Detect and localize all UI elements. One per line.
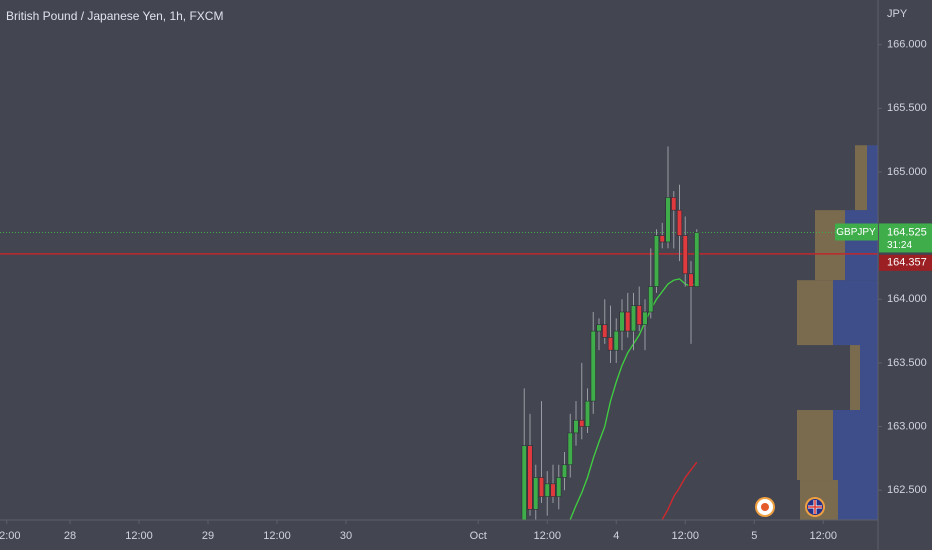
- indicator-line: [661, 461, 698, 520]
- candle-body: [573, 419, 579, 434]
- y-tick-label: 165.500: [887, 102, 927, 114]
- candle-body: [648, 286, 654, 313]
- candle-body: [527, 445, 533, 510]
- x-tick-label: 12:00: [0, 530, 20, 542]
- x-tick-label: 5: [751, 530, 757, 542]
- volume-profile-up: [850, 345, 860, 411]
- x-tick-label: 30: [340, 530, 352, 542]
- volume-profile-down: [838, 480, 878, 520]
- plot-area: [0, 145, 878, 520]
- x-tick-label: 29: [202, 530, 214, 542]
- reference-price-label: 164.357: [887, 257, 927, 269]
- candle-body: [694, 232, 700, 287]
- candle-body: [619, 311, 625, 332]
- candle-body: [579, 419, 585, 427]
- x-tick-label: 12:00: [125, 530, 153, 542]
- y-tick-label: 164.000: [887, 293, 927, 305]
- y-axis-label: JPY: [887, 8, 908, 20]
- candle-body: [533, 477, 539, 510]
- volume-profile-up: [797, 410, 833, 481]
- last-price-badge: [879, 223, 932, 253]
- symbol-badge: [835, 223, 878, 241]
- event-icon[interactable]: [755, 497, 775, 517]
- candle-body: [642, 311, 648, 326]
- x-tick-label: 12:00: [671, 530, 699, 542]
- candle-body: [590, 330, 596, 402]
- volume-profile-down: [867, 145, 878, 211]
- candle-body: [556, 477, 562, 497]
- candle-body: [596, 324, 602, 332]
- y-tick-label: 163.500: [887, 357, 927, 369]
- last-price-label: 164.525: [887, 226, 927, 238]
- candle-body: [625, 311, 631, 332]
- candle-body: [607, 337, 614, 351]
- candle-body: [671, 197, 677, 211]
- chart-title: British Pound / Japanese Yen, 1h, FXCM: [6, 9, 223, 23]
- reference-price-badge: [879, 254, 932, 271]
- candle-body: [521, 445, 527, 520]
- candle-body: [613, 330, 619, 351]
- volume-profile-up: [855, 145, 867, 211]
- candle-body: [602, 324, 608, 338]
- candle-body: [561, 464, 568, 478]
- x-tick-label: Oct: [470, 530, 487, 542]
- x-tick-label: 12:00: [809, 530, 837, 542]
- candle-body: [688, 273, 694, 287]
- candle-body: [653, 235, 660, 287]
- x-tick-label: 28: [64, 530, 76, 542]
- candle-body: [682, 235, 688, 275]
- candle-body: [584, 400, 591, 427]
- y-tick-label: 165.000: [887, 166, 927, 178]
- candle-body: [659, 235, 665, 243]
- candle-body: [636, 305, 642, 326]
- volume-profile-down: [833, 280, 878, 346]
- y-tick-label: 166.000: [887, 39, 927, 51]
- event-icon[interactable]: [805, 497, 825, 517]
- x-tick-label: 12:00: [263, 530, 291, 542]
- candle-body: [550, 483, 556, 497]
- y-tick-label: 163.000: [887, 420, 927, 432]
- x-tick-label: 12:00: [533, 530, 561, 542]
- y-tick-label: 162.500: [887, 484, 927, 496]
- volume-profile-up: [797, 280, 833, 346]
- volume-profile-down: [845, 210, 878, 281]
- candle-body: [630, 305, 637, 332]
- x-tick-label: 4: [613, 530, 619, 542]
- candle-body: [676, 209, 683, 236]
- candle-body: [538, 477, 545, 497]
- candle-body: [665, 197, 671, 243]
- candle-body: [544, 483, 550, 497]
- volume-profile-up: [815, 210, 845, 281]
- volume-profile-down: [833, 410, 878, 481]
- symbol-label: GBPJPY: [836, 227, 876, 238]
- volume-profile-down: [860, 345, 878, 411]
- candle-body: [567, 432, 573, 466]
- countdown-label: 31:24: [887, 240, 912, 251]
